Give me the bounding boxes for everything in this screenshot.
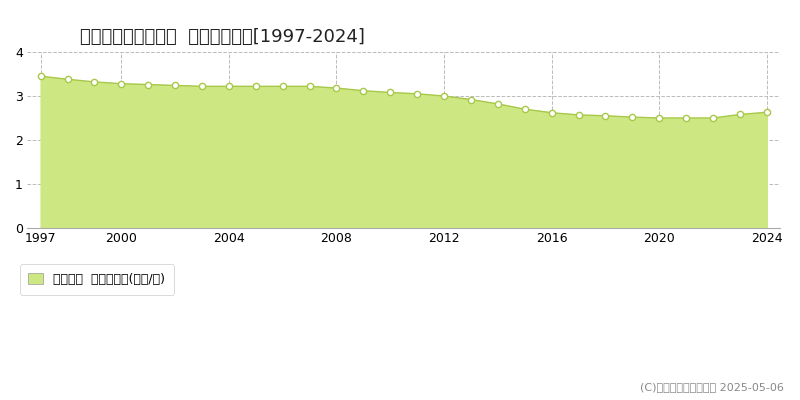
Text: (C)土地価格ドットコム 2025-05-06: (C)土地価格ドットコム 2025-05-06	[640, 382, 784, 392]
Text: 南巨摩郡身延町下山  基準地価推移[1997-2024]: 南巨摩郡身延町下山 基準地価推移[1997-2024]	[80, 28, 365, 46]
Legend: 基準地価  平均坪単価(万円/坪): 基準地価 平均坪単価(万円/坪)	[20, 264, 174, 295]
